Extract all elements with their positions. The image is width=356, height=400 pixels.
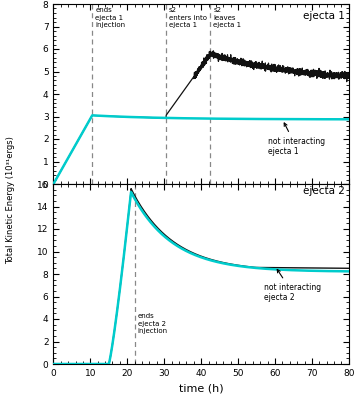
Text: Total Kinetic Energy (10³¹ergs): Total Kinetic Energy (10³¹ergs) xyxy=(6,136,15,264)
Text: ends
ejecta 1
injection: ends ejecta 1 injection xyxy=(95,7,125,28)
Text: s2
enters into
ejecta 1: s2 enters into ejecta 1 xyxy=(169,7,207,28)
Text: not interacting
ejecta 2: not interacting ejecta 2 xyxy=(264,270,321,302)
X-axis label: time (h): time (h) xyxy=(179,384,224,394)
Text: ejecta 2: ejecta 2 xyxy=(303,186,345,196)
Text: s2
leaves
ejecta 1: s2 leaves ejecta 1 xyxy=(213,7,241,28)
Text: ejecta 1: ejecta 1 xyxy=(303,11,345,21)
Text: not interacting
ejecta 1: not interacting ejecta 1 xyxy=(268,123,325,156)
Text: ends
ejecta 2
injection: ends ejecta 2 injection xyxy=(138,313,168,334)
